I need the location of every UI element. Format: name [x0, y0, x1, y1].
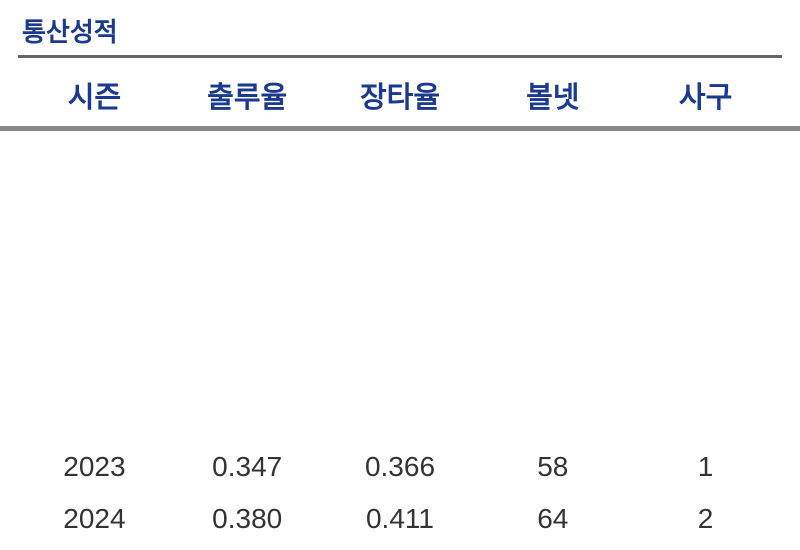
- table-row: 2023 0.347 0.366 58 1: [18, 441, 782, 493]
- cell-obp: 0.347: [171, 441, 324, 493]
- col-walks: 볼넷: [476, 66, 629, 126]
- cell-obp: 0.380: [171, 493, 324, 545]
- cell-slg: 0.411: [324, 493, 477, 545]
- stats-table-body: 2023 0.347 0.366 58 1 2024 0.380 0.411 6…: [18, 441, 782, 545]
- col-season: 시즌: [18, 66, 171, 126]
- cell-hbp: 1: [629, 441, 782, 493]
- cell-season: 2024: [18, 493, 171, 545]
- cell-walks: 64: [476, 493, 629, 545]
- col-hbp: 사구: [629, 66, 782, 126]
- cell-season: 2023: [18, 441, 171, 493]
- table-header-row: 시즌 출루율 장타율 볼넷 사구: [18, 66, 782, 126]
- col-slg: 장타율: [324, 66, 477, 126]
- col-obp: 출루율: [171, 66, 324, 126]
- section-title: 통산성적: [18, 12, 782, 49]
- stats-table: 시즌 출루율 장타율 볼넷 사구: [18, 66, 782, 126]
- table-spacer: [18, 131, 782, 441]
- table-row: 2024 0.380 0.411 64 2: [18, 493, 782, 545]
- title-divider: [18, 55, 782, 58]
- cell-walks: 58: [476, 441, 629, 493]
- cell-hbp: 2: [629, 493, 782, 545]
- cell-slg: 0.366: [324, 441, 477, 493]
